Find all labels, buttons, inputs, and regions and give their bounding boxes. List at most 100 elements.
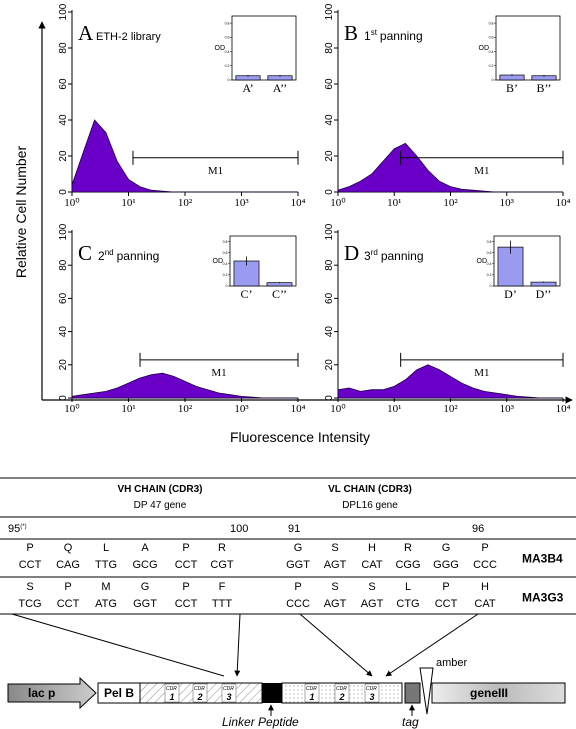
y-tick-label: 80	[324, 42, 335, 54]
linker-label: Linker Peptide	[222, 715, 299, 729]
amino-acid: H	[368, 542, 376, 554]
promoter-label: lac p	[28, 686, 55, 700]
cdr-number: 2	[338, 692, 344, 702]
position-label: 96	[472, 523, 484, 535]
y-tick-label: 20	[58, 150, 69, 162]
y-tick-label: 0	[58, 189, 69, 195]
cdr-number: 3	[369, 692, 374, 702]
x-tick-label: 10³	[234, 197, 249, 209]
x-tick-label: 10²	[178, 197, 193, 209]
cdr-box	[334, 683, 350, 703]
inset-category: D’	[504, 287, 517, 301]
amino-acid: G	[442, 542, 451, 554]
gene-box	[431, 682, 566, 704]
y-tick-label: 0	[58, 395, 69, 401]
amino-acid: S	[331, 542, 338, 554]
amino-acid: Q	[64, 542, 73, 554]
amino-acid: P	[481, 542, 488, 554]
inset-category: C’’	[272, 287, 287, 301]
codon: CCT	[57, 598, 80, 610]
amino-acid: R	[218, 542, 226, 554]
position: 95	[8, 523, 20, 535]
histogram	[71, 119, 298, 193]
y-tick-label: 60	[58, 292, 69, 304]
inset-y-tick-label: 0.2	[489, 64, 494, 68]
codon: CCT	[175, 598, 198, 610]
inset-y-tick-label: 0.8	[223, 240, 228, 244]
y-axis-label: Relative Cell Number	[13, 146, 29, 279]
codon: CAG	[56, 559, 80, 571]
y-tick-label: 0	[324, 189, 335, 195]
panel-letter: C	[78, 241, 92, 265]
codon: AGT	[324, 559, 347, 571]
title-number: 2	[98, 249, 105, 263]
linker-box	[262, 683, 282, 703]
amino-acid: S	[331, 581, 338, 593]
y-tick-label: 80	[58, 42, 69, 54]
y-tick-label: 40	[58, 326, 69, 338]
amino-acid: P	[26, 542, 33, 554]
y-tick-label: 100	[58, 223, 69, 240]
inset-category: A’	[242, 81, 253, 95]
y-tick-label: 40	[58, 114, 69, 126]
inset-y-tick-label: 0	[490, 284, 492, 288]
inset-y-tick-label: 0	[228, 78, 230, 82]
y-tick-label: 20	[58, 359, 69, 371]
amber-label: amber	[436, 657, 468, 669]
cdr-box	[304, 683, 320, 703]
promoter-arrow	[7, 676, 97, 710]
gate-label: M1	[211, 367, 226, 379]
inset-y-tick-label: 0.6	[225, 36, 230, 40]
inset-y-label: OD	[213, 258, 224, 265]
inset-frame	[231, 15, 297, 81]
title-number: 1	[364, 29, 371, 43]
x-tick-label: 10⁰	[330, 403, 346, 415]
y-tick-label: 20	[324, 150, 335, 162]
connector	[385, 613, 479, 677]
title-text: panning	[117, 249, 160, 263]
amino-acid: G	[141, 581, 150, 593]
amino-acid: S	[26, 581, 33, 593]
codon: CGT	[210, 559, 234, 571]
gate-label: M1	[208, 165, 223, 177]
codon: GCG	[132, 559, 157, 571]
amino-acid: P	[294, 581, 301, 593]
vl-title: VL CHAIN (CDR3)	[328, 484, 412, 495]
cdr-label: CDR	[194, 686, 205, 692]
inset-y-tick-label: 0.4	[489, 50, 494, 54]
amino-acid: P	[182, 542, 189, 554]
amino-acid: G	[294, 542, 303, 554]
amino-acid: P	[182, 581, 189, 593]
histogram	[71, 372, 298, 399]
title-superscript: nd	[105, 248, 114, 257]
cdr-label: CDR	[336, 686, 347, 692]
amino-acid: R	[404, 542, 412, 554]
y-tick-label: 40	[324, 326, 335, 338]
panel-title: 1st panning	[364, 28, 423, 43]
cdr-box	[192, 683, 208, 703]
inset-y-label: OD	[479, 45, 490, 52]
cdr-label: CDR	[166, 686, 177, 692]
inset-y-tick-label: 0.6	[487, 251, 492, 255]
inset-y-tick-label: 0.2	[223, 273, 228, 277]
inset-y-tick-label: 0.8	[489, 21, 494, 25]
amino-acid: L	[103, 542, 109, 554]
y-tick-label: 60	[58, 78, 69, 90]
title-superscript: rd	[371, 248, 378, 257]
cdr-label: CDR	[366, 686, 377, 692]
vl-gene: DPL16 gene	[342, 500, 398, 511]
codon: CCT	[175, 559, 198, 571]
x-tick-label: 10⁰	[64, 197, 80, 209]
tag-label: tag	[402, 715, 419, 729]
inset-y-tick-label: 0.2	[487, 273, 492, 277]
x-tick-label: 10¹	[387, 197, 401, 209]
sequence-table: VH CHAIN (CDR3) DP 47 gene VL CHAIN (CDR…	[0, 477, 576, 615]
position-label: 100	[230, 523, 248, 535]
cdr-box	[164, 683, 180, 703]
cdr-number: 1	[169, 692, 174, 702]
codon: CCC	[473, 559, 497, 571]
cdr-label: CDR	[223, 686, 234, 692]
clone-name: MA3B4	[522, 552, 563, 566]
panel-title: ETH-2 library	[96, 31, 161, 43]
